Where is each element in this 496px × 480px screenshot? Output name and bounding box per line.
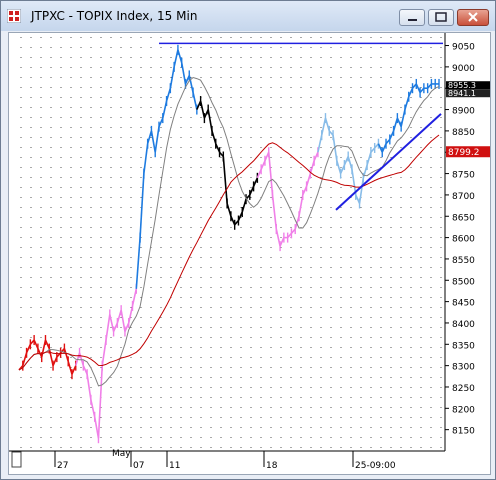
price-bar	[267, 152, 274, 195]
x-tick-label: 07	[133, 461, 144, 471]
moving-average-label-bg	[446, 146, 490, 158]
minimize-button[interactable]	[399, 9, 425, 26]
close-button[interactable]	[457, 9, 489, 26]
last-price-alt-label-bg	[446, 89, 490, 98]
y-tick-label: 8450	[452, 299, 475, 309]
price-chart[interactable]: 8150 8200 8250 8300 8350 8400 8450 8500 8550 8600…	[9, 33, 490, 474]
last-price-alt-label: 8941.1	[448, 89, 476, 98]
title-bar[interactable]: JTPXC - TOPIX Index, 15 Min	[1, 1, 495, 31]
y-tick-label: 8500	[452, 277, 475, 287]
scroll-thumb[interactable]	[11, 451, 22, 468]
x-tick-label: 11	[169, 461, 180, 471]
price-bar	[97, 365, 104, 439]
minimize-icon	[408, 19, 417, 21]
y-tick-label: 8250	[452, 384, 475, 394]
close-icon	[468, 12, 478, 22]
y-tick-label: 8550	[452, 256, 475, 266]
y-tick-label: 8900	[452, 107, 475, 117]
x-tick-label: May	[112, 449, 131, 459]
price-bar	[271, 194, 278, 230]
y-tick-label: 9050	[452, 43, 475, 53]
y-tick-label: 8400	[452, 320, 475, 330]
last-price-label-bg	[446, 81, 490, 90]
price-series	[18, 44, 440, 444]
last-price-label: 8955.3	[448, 81, 476, 90]
long-moving-average	[18, 134, 440, 371]
maximize-button[interactable]	[428, 9, 454, 26]
y-tick-label: 8600	[452, 235, 475, 245]
y-tick-label: 8700	[452, 192, 475, 202]
price-bar	[222, 156, 228, 204]
short-moving-average	[18, 76, 440, 387]
price-bar	[135, 237, 141, 289]
y-tick-label: 8650	[452, 213, 475, 223]
y-tick-label: 8150	[452, 427, 475, 437]
dotted-grid	[9, 33, 446, 452]
x-tick-label: 25-09:00	[355, 461, 396, 471]
y-axis: 8150 8200 8250 8300 8350 8400 8450 8500 8550 8600…	[445, 43, 475, 437]
support-trendline	[335, 113, 442, 211]
x-tick-label: 18	[266, 461, 278, 471]
x-tick-label: 27	[57, 461, 68, 471]
chart-area[interactable]: 8150 8200 8250 8300 8350 8400 8450 8500 8550 8600…	[8, 32, 491, 475]
y-tick-label: 9000	[452, 64, 475, 74]
y-tick-label: 8350	[452, 341, 475, 351]
y-tick-label: 8850	[452, 128, 475, 138]
y-tick-label: 8200	[452, 405, 475, 415]
overlay-lines	[159, 42, 443, 211]
moving-average-label: 8799.2	[448, 148, 480, 158]
maximize-icon	[435, 12, 447, 22]
y-tick-label: 8300	[452, 363, 475, 373]
price-bar	[139, 173, 145, 238]
y-tick-label: 8750	[452, 171, 475, 181]
chart-app-icon	[7, 9, 21, 23]
window-title: JTPXC - TOPIX Index, 15 Min	[31, 9, 198, 23]
